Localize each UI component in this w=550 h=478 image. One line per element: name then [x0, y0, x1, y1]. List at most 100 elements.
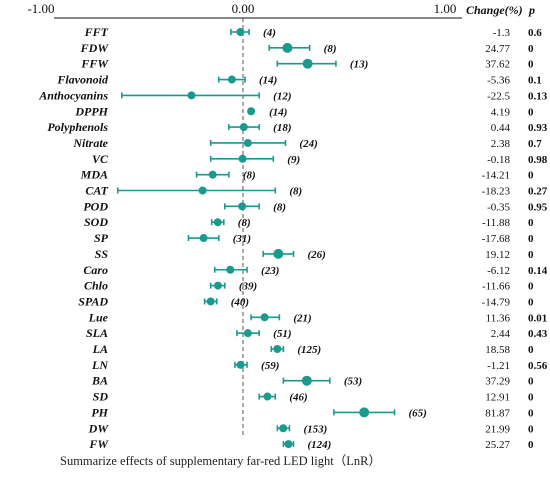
forest-row: SLA (51) 2.44 0.43	[86, 326, 548, 340]
forest-row: SPAD (40) -14.79 0	[78, 294, 534, 308]
sample-size-label: (8)	[324, 43, 337, 55]
p-value: 0.13	[528, 90, 548, 102]
p-value: 0	[528, 233, 534, 245]
forest-row: FFW (13) 37.62 0	[80, 57, 534, 71]
change-value: -6.12	[487, 265, 510, 277]
column-headers: Change(%) p	[466, 3, 535, 17]
row-label: POD	[83, 199, 108, 213]
change-value: 2.44	[491, 328, 511, 340]
effect-point	[236, 28, 245, 36]
p-value: 0.7	[528, 138, 542, 150]
forest-row: SOD (8) -11.88 0	[84, 215, 534, 229]
row-label: LA	[92, 342, 108, 356]
p-value: 0	[528, 106, 534, 118]
row-label: FW	[88, 437, 109, 451]
change-value: -22.5	[487, 90, 510, 102]
forest-row: PH (65) 81.87 0	[91, 405, 534, 419]
effect-point	[227, 75, 236, 84]
effect-point	[238, 202, 247, 211]
change-value: -17.68	[482, 233, 511, 245]
change-value: -1.3	[493, 27, 511, 39]
row-label: DPPH	[74, 104, 108, 118]
row-label: SOD	[84, 215, 108, 229]
change-value: -0.35	[487, 201, 510, 213]
effect-point	[213, 281, 222, 290]
row-label: SS	[95, 247, 109, 261]
change-value: 37.29	[485, 376, 510, 388]
sample-size-label: (125)	[297, 344, 321, 356]
effect-point	[198, 186, 207, 195]
p-value: 0	[528, 281, 534, 293]
effect-point	[213, 218, 222, 227]
row-label: Chlo	[84, 279, 108, 293]
effect-point	[199, 234, 208, 243]
sample-size-label: (65)	[409, 407, 427, 419]
effect-point	[243, 138, 252, 147]
sample-size-label: (31)	[233, 233, 251, 245]
effect-point	[284, 440, 293, 449]
forest-row: DW (153) 21.99 0	[88, 421, 534, 435]
sample-size-label: (59)	[261, 360, 279, 372]
sample-size-label: (9)	[287, 154, 300, 166]
forest-row: Anthocyanins (12) -22.5 0.13	[38, 88, 547, 102]
p-value: 0	[528, 344, 534, 356]
sample-size-label: (23)	[261, 265, 279, 277]
row-label: Flavonoid	[56, 73, 109, 87]
effect-point	[226, 265, 235, 274]
change-value: -18.23	[482, 186, 511, 198]
forest-row: DPPH (14) 4.19 0	[74, 104, 534, 118]
change-value: 24.77	[485, 43, 510, 55]
effect-point	[187, 91, 196, 100]
forest-row: SS (26) 19.12 0	[95, 247, 534, 261]
sample-size-label: (4)	[263, 27, 276, 39]
effect-point	[282, 42, 293, 53]
change-value: -0.18	[487, 154, 510, 166]
change-value: 21.99	[485, 423, 510, 435]
effect-point	[208, 170, 217, 179]
effect-point	[247, 107, 256, 116]
sample-size-label: (53)	[344, 376, 362, 388]
p-value: 0	[528, 439, 534, 451]
change-value: -14.79	[482, 296, 511, 308]
row-label: SLA	[86, 326, 108, 340]
p-value: 0.1	[528, 75, 542, 87]
row-label: PH	[91, 405, 108, 419]
row-label: MDA	[80, 168, 108, 182]
row-label: Nitrate	[72, 136, 108, 150]
forest-row: LN (59) -1.21 0.56	[91, 358, 548, 372]
sample-size-label: (12)	[273, 90, 291, 102]
row-label: LN	[91, 358, 109, 372]
row-label: DW	[88, 421, 110, 435]
sample-size-label: (8)	[243, 170, 256, 182]
row-label: BA	[91, 374, 108, 388]
forest-row: BA (53) 37.29 0	[91, 374, 534, 388]
forest-row: VC (9) -0.18 0.98	[92, 152, 548, 166]
effect-point	[206, 297, 215, 306]
p-value: 0	[528, 43, 534, 55]
rows: FFT (4) -1.3 0.6 FDW (8) 24.77 0 FFW (13) 37.62 0 Fl…	[38, 25, 547, 451]
x-tick-label: 1.00	[434, 1, 457, 16]
forest-row: Polyphenols (18) 0.44 0.93	[47, 120, 547, 134]
sample-size-label: (13)	[350, 59, 368, 71]
effect-point	[273, 248, 284, 259]
row-label: CAT	[85, 184, 108, 198]
sample-size-label: (14)	[269, 106, 287, 118]
sample-size-label: (21)	[293, 312, 311, 324]
change-value: -5.36	[487, 75, 510, 87]
effect-point	[239, 123, 248, 132]
sample-size-label: (8)	[273, 201, 286, 213]
forest-row: MDA (8) -14.21 0	[80, 168, 534, 182]
p-value: 0	[528, 392, 534, 404]
change-value: 37.62	[485, 59, 510, 71]
p-value: 0	[528, 249, 534, 261]
effect-point	[260, 313, 269, 322]
forest-row: LA (125) 18.58 0	[92, 342, 534, 356]
forest-row: Flavonoid (14) -5.36 0.1	[56, 73, 541, 87]
change-value: 11.36	[486, 312, 511, 324]
x-tick-label: 0.00	[232, 1, 255, 16]
forest-row: SP (31) -17.68 0	[94, 231, 534, 245]
change-value: -14.21	[482, 170, 510, 182]
p-value: 0.98	[528, 154, 548, 166]
sample-size-label: (153)	[303, 423, 327, 435]
